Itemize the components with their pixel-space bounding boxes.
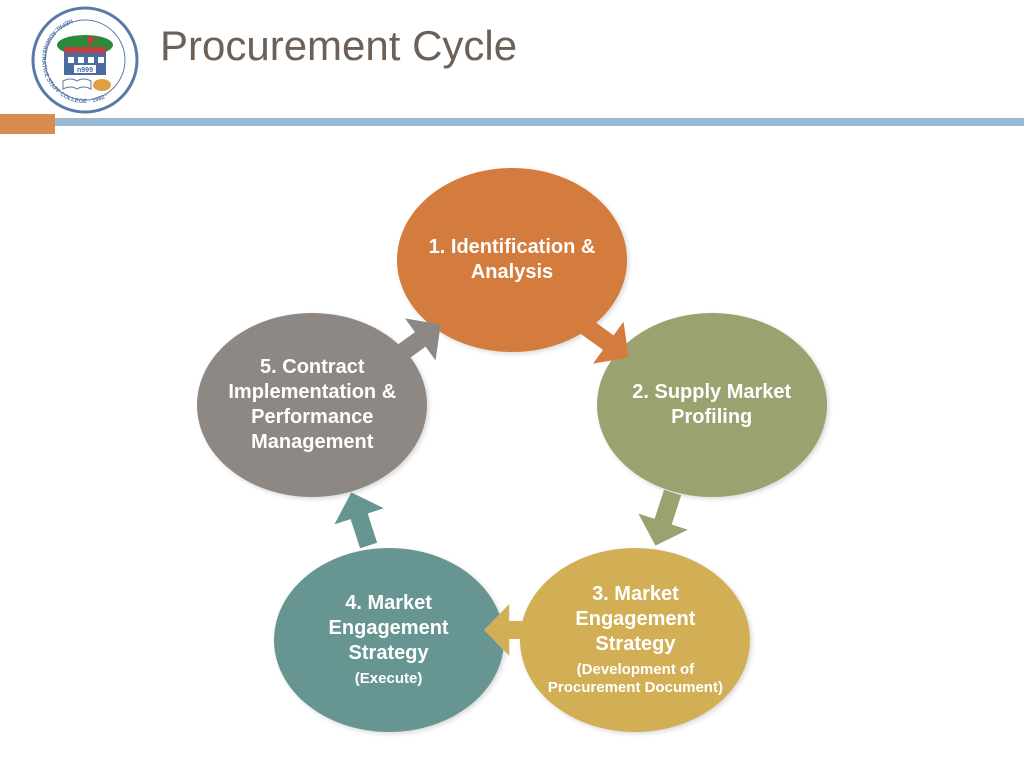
cycle-arrow-n2-n3: [631, 485, 698, 554]
procurement-cycle-diagram: 1. Identification & Analysis 2. Supply Ma…: [0, 130, 1024, 768]
cycle-node-label: 4. Market Engagement Strategy: [294, 591, 484, 666]
cycle-node-sublabel: (Execute): [355, 670, 423, 689]
cycle-node-label: 3. Market Engagement Strategy: [540, 582, 730, 657]
svg-text:n999: n999: [77, 67, 93, 74]
cycle-node-label: 2. Supply Market Profiling: [617, 380, 807, 430]
org-logo: NEPAL ADMINISTRATIVE STAFF COLLEGE · 198…: [30, 5, 140, 115]
cycle-arrow-n4-n5: [327, 485, 394, 554]
cycle-node-n4: 4. Market Engagement Strategy (Execute): [274, 548, 504, 732]
cycle-node-label: 5. Contract Implementation & Performance…: [217, 355, 407, 455]
cycle-node-sublabel: (Development of Procurement Document): [540, 661, 730, 699]
cycle-arrow-n3-n4: [484, 604, 540, 656]
cycle-node-label: 1. Identification & Analysis: [417, 235, 607, 285]
header-divider: [0, 118, 1024, 126]
page-title: Procurement Cycle: [160, 22, 517, 70]
cycle-node-n3: 3. Market Engagement Strategy (Developmen…: [520, 548, 750, 732]
